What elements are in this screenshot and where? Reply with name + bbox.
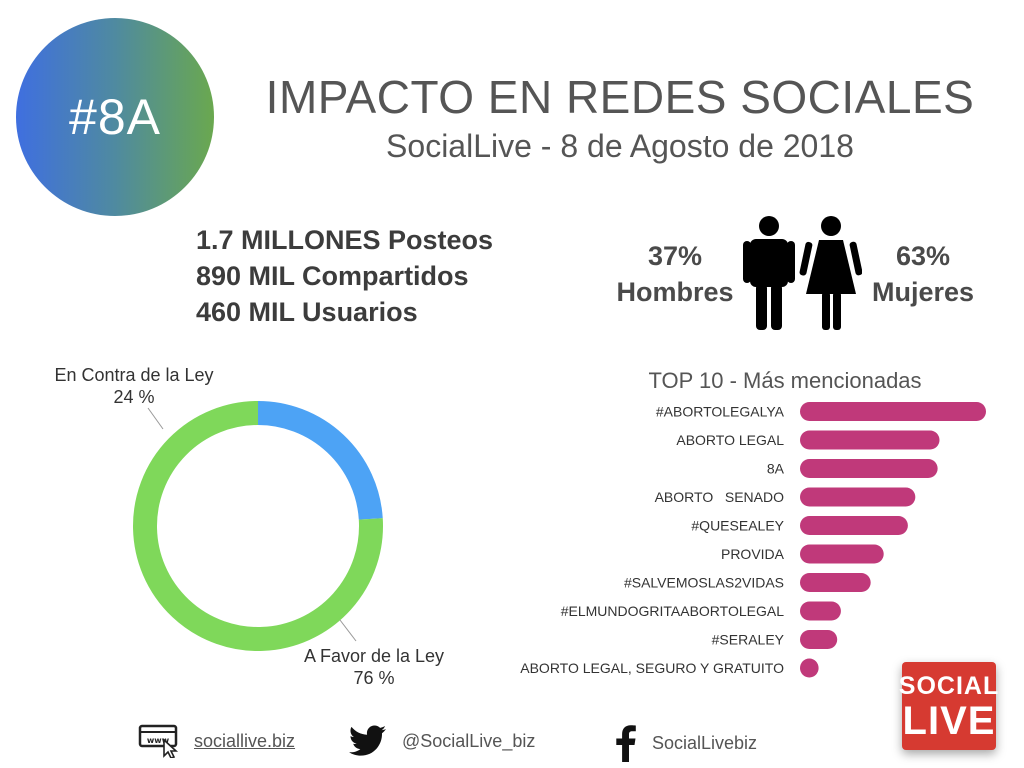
slice-value-contra: 24 % — [113, 387, 155, 407]
bar-label-3: ABORTO SENADO — [655, 489, 785, 505]
top10-bar-chart: #ABORTOLEGALYA ABORTO LEGAL 8A ABORTO SENAD… — [520, 402, 986, 678]
woman-icon — [799, 216, 862, 330]
twitter-bird-icon — [349, 725, 386, 756]
footer-facebook[interactable]: SocialLivebiz — [612, 724, 757, 762]
page-subtitle: SocialLive - 8 de Agosto de 2018 — [386, 128, 854, 164]
facebook-page[interactable]: SocialLivebiz — [652, 732, 758, 753]
bar-label-6: #SALVEMOSLAS2VIDAS — [624, 575, 784, 591]
women-label: Mujeres — [871, 277, 975, 307]
slice-name-favor: A Favor de la Ley — [303, 646, 445, 666]
gender-icons — [743, 216, 862, 330]
man-icon — [743, 216, 795, 330]
bar-9 — [800, 658, 819, 678]
men-percentage: 37% — [647, 241, 703, 271]
web-cursor-icon: www — [138, 724, 179, 758]
leader-line-contra — [147, 407, 164, 430]
women-percentage: 63% — [895, 241, 951, 271]
women-stat: 63% Mujeres — [860, 238, 986, 310]
bar-1 — [800, 430, 940, 450]
stat-shares: 890 MIL Compartidos — [196, 261, 469, 291]
bar-label-8: #SERALEY — [712, 632, 785, 648]
bar-0 — [800, 402, 986, 421]
bar-5 — [800, 544, 884, 564]
leader-line-favor — [339, 619, 357, 642]
stat-users: 460 MIL Usuarios — [196, 297, 418, 327]
facebook-icon — [616, 725, 636, 762]
bar-7 — [800, 601, 841, 621]
logo-line1: SOCIAL — [898, 672, 1000, 700]
website-link[interactable]: sociallive.biz — [194, 730, 296, 751]
men-label: Hombres — [616, 277, 734, 307]
bar-8 — [800, 630, 838, 649]
men-stat: 37% Hombres — [600, 238, 750, 310]
page-title: IMPACTO EN REDES SOCIALES — [265, 71, 975, 123]
donut-chart — [133, 401, 383, 651]
logo-line2: LIVE — [902, 699, 996, 743]
slice-value-favor: 76 % — [353, 668, 395, 688]
sociallive-logo: SOCIAL LIVE — [898, 662, 1000, 750]
bar-label-4: #QUESEALEY — [691, 518, 784, 534]
bar-2 — [800, 459, 938, 478]
stats-block: 1.7 MILLONES Posteos 890 MIL Compartidos… — [196, 222, 493, 330]
bar-label-2: 8A — [767, 461, 785, 477]
donut-slice-1 — [133, 401, 383, 651]
donut-slice-0 — [257, 401, 383, 520]
twitter-handle[interactable]: @SocialLive_biz — [402, 730, 536, 751]
donut-label-favor: A Favor de la Ley 76 % — [284, 645, 464, 689]
bar-3 — [800, 487, 916, 507]
bar-label-0: #ABORTOLEGALYA — [656, 404, 785, 420]
slice-name-contra: En Contra de la Ley — [54, 365, 214, 385]
stat-posts: 1.7 MILLONES Posteos — [196, 225, 494, 255]
bar-4 — [800, 516, 908, 535]
bar-label-9: ABORTO LEGAL, SEGURO Y GRATUITO — [520, 660, 784, 676]
top10-title: TOP 10 - Más mencionadas — [648, 368, 922, 393]
svg-text:www: www — [147, 736, 170, 745]
bar-label-1: ABORTO LEGAL — [676, 432, 784, 448]
badge-text: #8A — [69, 89, 161, 145]
bar-label-7: #ELMUNDOGRITAABORTOLEGAL — [561, 603, 784, 619]
bar-6 — [800, 573, 871, 592]
donut-label-contra: En Contra de la Ley 24 % — [28, 364, 240, 408]
bar-label-5: PROVIDA — [721, 546, 785, 562]
hashtag-badge: #8A — [16, 18, 214, 216]
footer-website[interactable]: www sociallive.biz — [138, 724, 295, 758]
footer-twitter[interactable]: @SocialLive_biz — [348, 724, 535, 758]
